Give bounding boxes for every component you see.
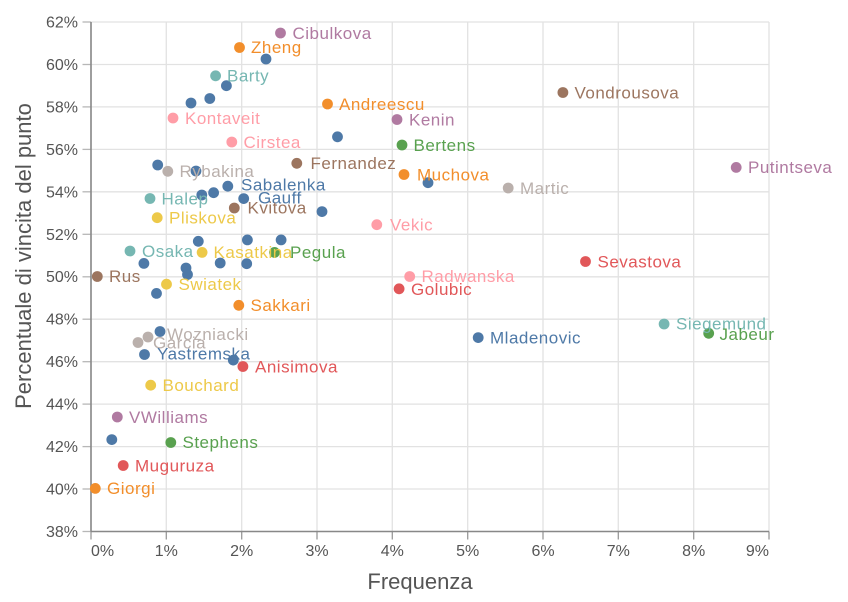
- svg-text:VWilliams: VWilliams: [129, 408, 208, 427]
- svg-text:44%: 44%: [46, 397, 78, 414]
- svg-text:7%: 7%: [607, 543, 630, 560]
- svg-text:Stephens: Stephens: [183, 433, 259, 452]
- svg-text:Cibulkova: Cibulkova: [293, 24, 372, 43]
- svg-text:Rybakina: Rybakina: [180, 162, 255, 181]
- svg-text:Yastremska: Yastremska: [157, 345, 251, 364]
- svg-text:Muguruza: Muguruza: [135, 457, 215, 476]
- svg-text:Putintseva: Putintseva: [748, 158, 832, 177]
- svg-text:Jabeur: Jabeur: [720, 325, 775, 344]
- svg-text:3%: 3%: [305, 543, 328, 560]
- svg-text:50%: 50%: [46, 269, 78, 286]
- svg-text:46%: 46%: [46, 354, 78, 371]
- svg-text:Swiatek: Swiatek: [179, 275, 242, 294]
- svg-text:Cirstea: Cirstea: [244, 133, 301, 152]
- svg-text:42%: 42%: [46, 439, 78, 456]
- svg-text:Pegula: Pegula: [290, 243, 346, 262]
- svg-text:0%: 0%: [91, 543, 114, 560]
- svg-text:Sevastova: Sevastova: [598, 253, 682, 272]
- svg-text:48%: 48%: [46, 312, 78, 329]
- svg-text:5%: 5%: [456, 543, 479, 560]
- svg-text:Kontaveit: Kontaveit: [185, 109, 260, 128]
- svg-text:Zheng: Zheng: [251, 38, 302, 57]
- svg-text:Radwanska: Radwanska: [422, 267, 515, 286]
- svg-text:Halep: Halep: [162, 190, 209, 209]
- svg-text:Pliskova: Pliskova: [169, 209, 236, 228]
- svg-text:1%: 1%: [155, 543, 178, 560]
- svg-text:Andreescu: Andreescu: [339, 95, 425, 114]
- svg-text:60%: 60%: [46, 57, 78, 74]
- svg-text:Kasatkina: Kasatkina: [214, 243, 293, 262]
- svg-text:Rus: Rus: [109, 267, 141, 286]
- svg-text:Kenin: Kenin: [409, 111, 455, 130]
- svg-text:Fernandez: Fernandez: [311, 154, 397, 173]
- svg-text:8%: 8%: [682, 543, 705, 560]
- svg-text:Garcia: Garcia: [153, 334, 206, 353]
- svg-text:Frequenza: Frequenza: [367, 569, 473, 594]
- svg-text:Muchova: Muchova: [417, 166, 490, 185]
- svg-text:Siegemund: Siegemund: [676, 315, 767, 334]
- svg-text:Percentuale di vincita del pun: Percentuale di vincita del punto: [11, 103, 36, 409]
- svg-text:38%: 38%: [46, 524, 78, 541]
- svg-text:Wozniacki: Wozniacki: [167, 325, 249, 344]
- svg-text:6%: 6%: [531, 543, 554, 560]
- svg-text:56%: 56%: [46, 142, 78, 159]
- svg-text:Bertens: Bertens: [414, 136, 476, 155]
- svg-text:Bouchard: Bouchard: [163, 376, 240, 395]
- svg-text:Gauff: Gauff: [258, 189, 302, 208]
- svg-text:Sakkari: Sakkari: [251, 296, 311, 315]
- svg-text:Sabalenka: Sabalenka: [241, 176, 326, 195]
- svg-text:Anisimova: Anisimova: [255, 358, 338, 377]
- svg-text:58%: 58%: [46, 99, 78, 116]
- svg-text:4%: 4%: [381, 543, 404, 560]
- svg-text:Barty: Barty: [227, 67, 269, 86]
- svg-text:Kvitova: Kvitova: [248, 199, 307, 218]
- svg-text:62%: 62%: [46, 15, 78, 32]
- svg-text:Giorgi: Giorgi: [107, 479, 155, 498]
- svg-text:2%: 2%: [230, 543, 253, 560]
- svg-text:Mladenovic: Mladenovic: [490, 329, 581, 348]
- svg-text:Vondrousova: Vondrousova: [575, 84, 680, 103]
- svg-text:9%: 9%: [746, 543, 769, 560]
- svg-text:Vekic: Vekic: [390, 216, 433, 235]
- svg-text:40%: 40%: [46, 482, 78, 499]
- svg-text:Osaka: Osaka: [142, 242, 194, 261]
- svg-text:Golubic: Golubic: [411, 280, 472, 299]
- svg-text:52%: 52%: [46, 227, 78, 244]
- svg-text:Martic: Martic: [520, 179, 569, 198]
- svg-text:54%: 54%: [46, 184, 78, 201]
